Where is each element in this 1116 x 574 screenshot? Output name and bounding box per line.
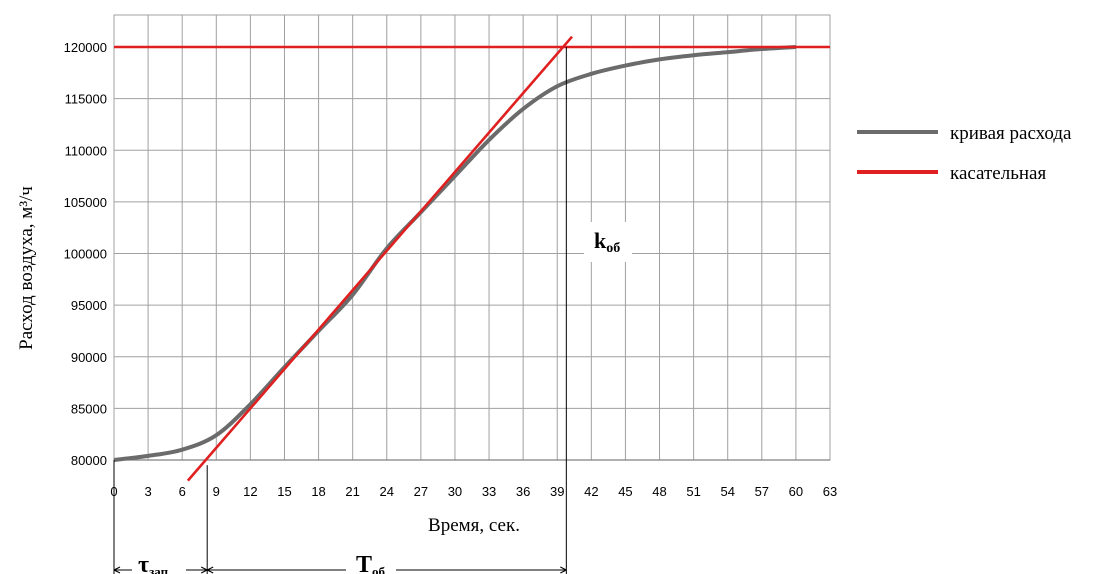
x-tick-label: 9 xyxy=(213,484,220,499)
y-tick-label: 105000 xyxy=(64,195,107,210)
x-tick-label: 63 xyxy=(823,484,837,499)
tau-annotation-main: τ xyxy=(138,552,149,574)
x-tick-label: 15 xyxy=(277,484,291,499)
tau-annotation: τзап xyxy=(138,552,169,574)
tau-arrow-right xyxy=(200,566,208,574)
x-tick-label: 42 xyxy=(584,484,598,499)
y-tick-label: 120000 xyxy=(64,40,107,55)
legend-label-flow-curve: кривая расхода xyxy=(950,123,1072,144)
legend: кривая расхода касательная xyxy=(857,123,1072,184)
x-tick-label: 48 xyxy=(652,484,666,499)
x-tick-label: 45 xyxy=(618,484,632,499)
plot-area-border xyxy=(113,14,831,461)
k-annotation-main: k xyxy=(594,228,607,253)
T-arrow-left xyxy=(206,566,214,574)
y-tick-label: 95000 xyxy=(71,298,107,313)
T-arrow-right xyxy=(560,566,567,574)
tau-annotation-sub: зап xyxy=(149,564,169,574)
y-tick-labels: 80000 85000 90000 95000 100000 105000 110000 11… xyxy=(64,40,107,468)
x-tick-label: 6 xyxy=(179,484,186,499)
x-tick-label: 3 xyxy=(144,484,151,499)
x-tick-label: 21 xyxy=(345,484,359,499)
series-tangent xyxy=(186,35,573,482)
guide-lines xyxy=(113,47,567,574)
x-tick-label: 18 xyxy=(311,484,325,499)
y-tick-label: 85000 xyxy=(71,401,107,416)
x-tick-label: 60 xyxy=(789,484,803,499)
y-tick-label: 100000 xyxy=(64,247,107,262)
x-tick-label: 57 xyxy=(755,484,769,499)
T-annotation-sub: об xyxy=(372,564,386,574)
x-tick-label: 39 xyxy=(550,484,564,499)
x-tick-label: 33 xyxy=(482,484,496,499)
x-tick-label: 54 xyxy=(720,484,734,499)
x-tick-label: 36 xyxy=(516,484,530,499)
series-lines xyxy=(113,35,830,482)
legend-label-tangent: касательная xyxy=(950,163,1046,184)
T-annotation: Tоб xyxy=(356,552,386,574)
x-tick-label: 27 xyxy=(414,484,428,499)
tau-arrow-left xyxy=(113,566,121,574)
x-tick-label: 51 xyxy=(686,484,700,499)
grid-lines xyxy=(113,14,831,461)
k-annotation: kоб xyxy=(594,228,620,256)
T-annotation-main: T xyxy=(356,552,372,574)
y-tick-label: 115000 xyxy=(65,92,107,107)
y-axis-title: Расход воздуха, м³/ч xyxy=(16,186,37,350)
y-tick-label: 80000 xyxy=(71,453,107,468)
k-annotation-sub: об xyxy=(606,241,620,256)
tau-annotation-bg xyxy=(132,550,186,574)
y-tick-label: 90000 xyxy=(71,350,107,365)
y-tick-label: 110000 xyxy=(65,143,107,158)
x-tick-label: 30 xyxy=(448,484,462,499)
x-tick-label: 12 xyxy=(243,484,257,499)
x-axis-title: Время, сек. xyxy=(428,515,520,536)
k-annotation-bg xyxy=(584,222,632,262)
T-annotation-bg xyxy=(346,550,396,574)
x-tick-label: 24 xyxy=(380,484,394,499)
series-flow-curve xyxy=(113,45,797,462)
